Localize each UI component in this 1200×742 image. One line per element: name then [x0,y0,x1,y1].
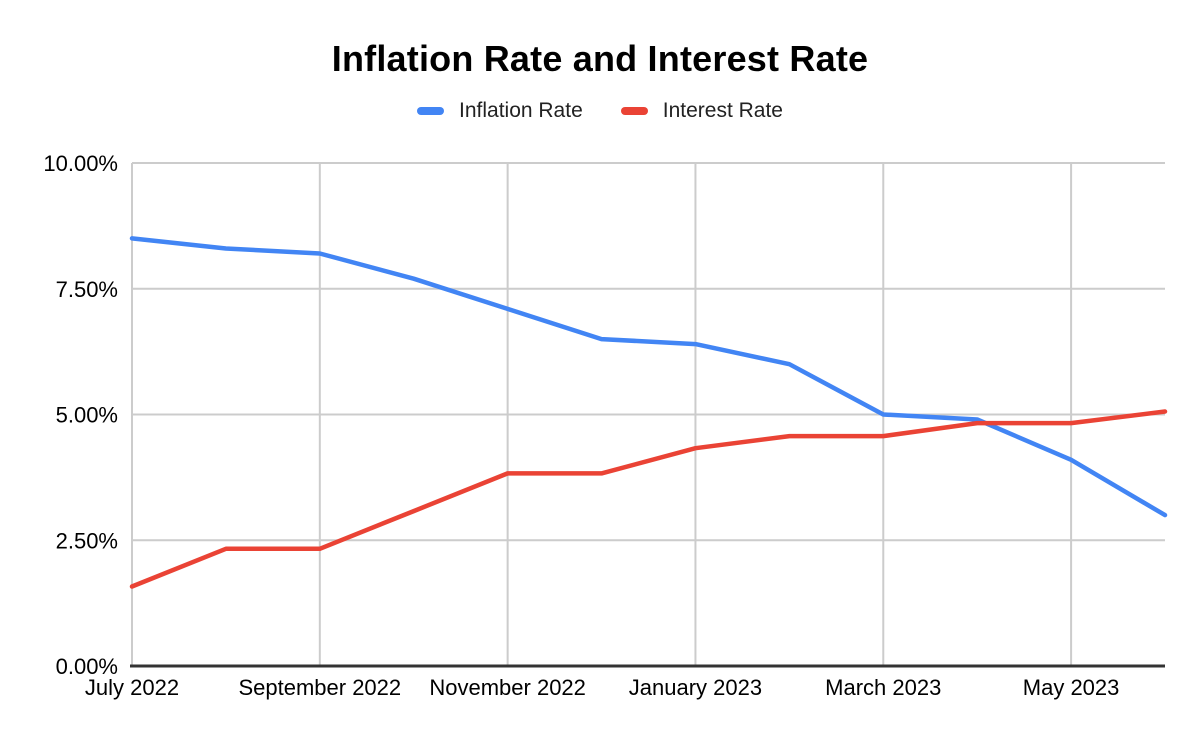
x-axis-tick-label: March 2023 [825,675,941,700]
interest-rate-line [129,409,1168,589]
inflation-rate-line [129,236,1168,518]
legend-item-inflation-rate: Inflation Rate [417,99,583,123]
chart-title: Inflation Rate and Interest Rate [331,38,869,79]
y-axis-tick-label: 7.50% [56,277,118,302]
x-axis-tick-label: May 2023 [1023,675,1120,700]
inflation-rate-swatch-icon [417,107,444,115]
legend-label-inflation-rate: Inflation Rate [459,99,583,122]
x-axis-tick-label: January 2023 [629,675,762,700]
x-axis-tick-label: September 2022 [238,675,401,700]
y-axis-tick-label: 10.00% [43,151,118,176]
x-axis-tick-label: July 2022 [85,675,179,700]
x-axis-tick-label: November 2022 [429,675,586,700]
legend-label-interest-rate: Interest Rate [662,99,783,122]
y-axis-tick-label: 5.00% [56,403,118,428]
interest-rate-swatch-icon [620,107,648,115]
y-axis-tick-label: 2.50% [56,528,118,553]
y-axis-tick-label: 0.00% [56,654,118,679]
legend-item-interest-rate: Interest Rate [620,99,783,123]
chart-legend: Inflation Rate Interest Rate [0,99,1200,123]
